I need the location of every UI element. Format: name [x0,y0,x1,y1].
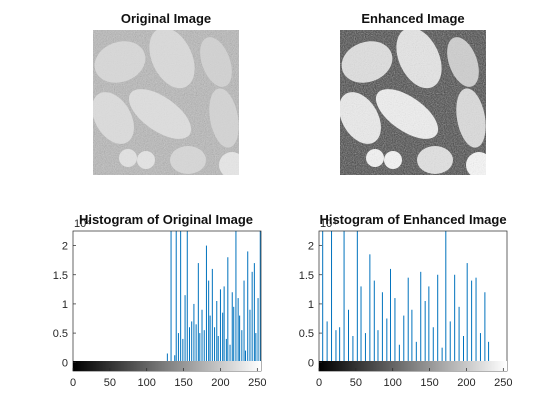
histogram-original-x-tick-label: 0 [70,377,76,389]
histogram-original-y-tick-label: 0.5 [53,328,68,340]
histogram-enhanced-x-tick-label: 100 [384,377,402,389]
histogram-enhanced-title: Histogram of Enhanced Image [319,212,506,227]
histogram-original-y-tick-label: 1 [62,299,68,311]
histogram-enhanced-x-tick-label: 0 [316,377,322,389]
histogram-original-y-tick-label: 0 [62,357,68,369]
histogram-enhanced: Histogram of Enhanced Image 10⁴ 0 50 100 15… [299,212,513,389]
histogram-enhanced-y-tick-label: 2 [308,241,314,253]
histogram-enhanced-colorbar [319,361,507,371]
histogram-original: Histogram of Original Image 10⁴ 0 50 100 15… [53,212,267,389]
histogram-original-x-tick-label: 200 [211,377,229,389]
histogram-original-colorbar [73,361,261,371]
enhanced-image-title: Enhanced Image [361,11,464,26]
histogram-original-exponent: 10⁴ [74,218,91,230]
histogram-enhanced-y-tick-label: 1.5 [299,270,314,282]
histogram-original-x-tick-label: 250 [248,377,266,389]
histogram-original-axes-box [72,230,262,372]
histogram-enhanced-x-tick-label: 250 [494,377,512,389]
histogram-enhanced-axes-box [318,230,508,372]
histogram-enhanced-exponent: 10⁴ [320,218,337,230]
histogram-original-x-tick-label: 50 [104,377,116,389]
histogram-original-title: Histogram of Original Image [79,212,253,227]
enhanced-image [340,30,486,175]
histogram-original-y-tick-label: 2 [62,241,68,253]
histogram-original-x-tick-label: 150 [174,377,192,389]
histogram-original-y-tick-label: 1.5 [53,270,68,282]
histogram-enhanced-y-tick-label: 1 [308,299,314,311]
histogram-enhanced-x-tick-label: 150 [420,377,438,389]
histogram-enhanced-x-tick-label: 50 [350,377,362,389]
original-image-title: Original Image [121,11,211,26]
histogram-enhanced-y-tick-label: 0.5 [299,328,314,340]
histogram-enhanced-y-tick-label: 0 [308,357,314,369]
histogram-enhanced-x-tick-label: 200 [457,377,475,389]
original-image [93,30,239,175]
histogram-original-x-tick-label: 100 [138,377,156,389]
